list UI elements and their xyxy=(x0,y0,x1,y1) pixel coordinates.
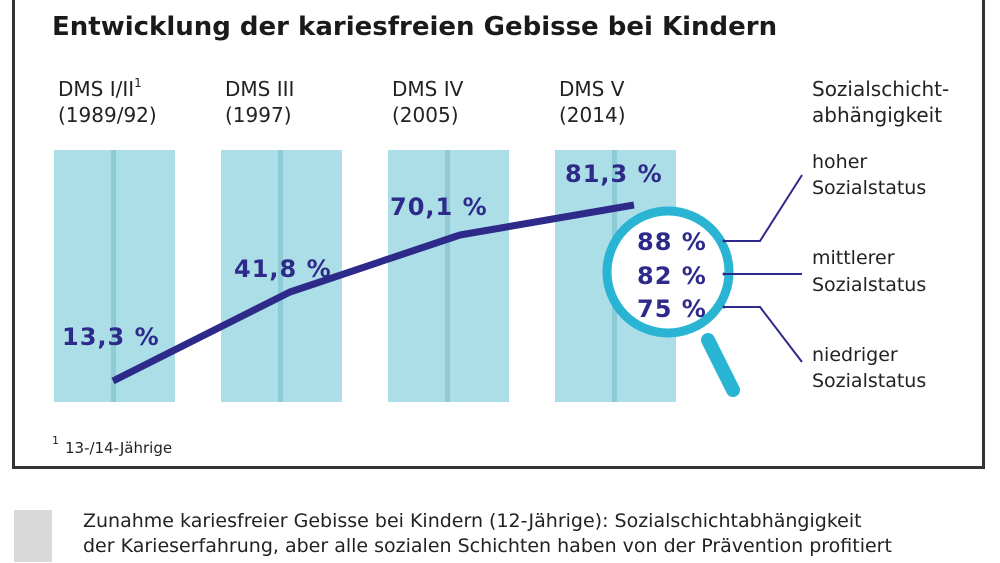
category-label-1: DMS I/II1 xyxy=(58,76,142,101)
category-year-1: (1989/92) xyxy=(58,103,157,127)
chart-svg: DMS I/II1(1989/92)DMS III(1997)DMS IV(20… xyxy=(52,76,949,457)
category-year-3: (2005) xyxy=(392,103,459,127)
footnote-mark: 1 xyxy=(52,434,59,447)
social-value-2: 82 % xyxy=(637,262,707,290)
social-header-line-2: abhängigkeit xyxy=(812,103,942,127)
bar-stripe-3 xyxy=(445,150,450,402)
connector-low xyxy=(724,306,803,363)
chart-title: Entwicklung der kariesfreien Gebisse bei… xyxy=(52,12,778,42)
social-label-1-line-2: Sozialstatus xyxy=(812,177,926,199)
category-label-4: DMS V xyxy=(559,77,625,101)
value-label-3: 70,1 % xyxy=(390,193,488,221)
connector-high xyxy=(724,174,803,242)
value-label-4: 81,3 % xyxy=(565,160,663,188)
value-label-2: 41,8 % xyxy=(234,255,332,283)
bar-stripe-1 xyxy=(111,150,116,402)
caption: Zunahme kariesfreier Gebisse bei Kindern… xyxy=(83,509,988,559)
category-label-2: DMS III xyxy=(225,77,294,101)
series-line xyxy=(111,201,635,385)
caption-marker xyxy=(14,510,52,562)
category-label-3: DMS IV xyxy=(392,77,464,101)
bar-stripe-2 xyxy=(278,150,283,402)
magnifier-lens xyxy=(602,206,734,338)
connector-dot-3 xyxy=(722,305,726,309)
category-year-2: (1997) xyxy=(225,103,292,127)
value-label-1: 13,3 % xyxy=(62,323,160,351)
caption-line-2: der Karieserfahrung, aber alle sozialen … xyxy=(83,535,892,557)
footnote-text: 13-/14-Jährige xyxy=(65,439,172,457)
caption-line-1: Zunahme kariesfreier Gebisse bei Kindern… xyxy=(83,510,862,532)
category-year-4: (2014) xyxy=(559,103,626,127)
social-label-2-line-2: Sozialstatus xyxy=(812,274,926,296)
social-label-1-line-1: hoher xyxy=(812,151,867,173)
social-header-line-1: Sozialschicht- xyxy=(812,77,949,101)
connector-dot-2 xyxy=(722,272,726,276)
social-label-3-line-2: Sozialstatus xyxy=(812,370,926,392)
social-label-2-line-1: mittlerer xyxy=(812,247,895,269)
magnifier-handle xyxy=(701,333,740,397)
social-value-3: 75 % xyxy=(637,295,707,323)
social-label-3-line-1: niedriger xyxy=(812,344,898,366)
connector-dot-1 xyxy=(722,239,726,243)
social-value-1: 88 % xyxy=(637,228,707,256)
